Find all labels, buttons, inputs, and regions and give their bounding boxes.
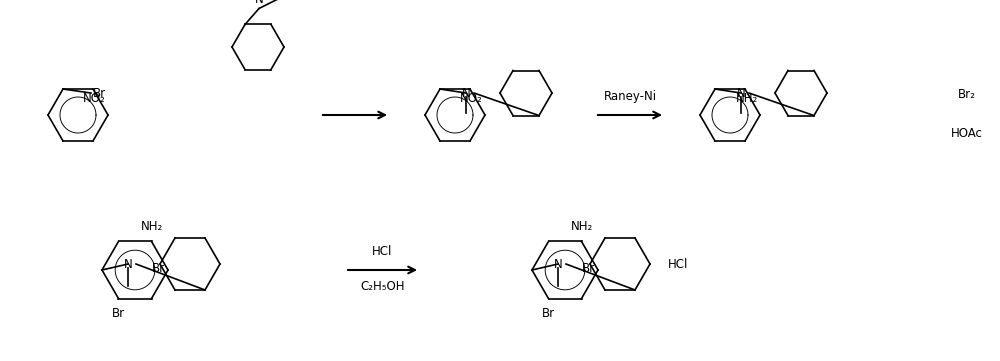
Text: NH₂: NH₂ bbox=[736, 92, 758, 105]
Text: Br: Br bbox=[542, 306, 555, 319]
Text: N: N bbox=[554, 257, 562, 270]
Text: NH₂: NH₂ bbox=[140, 221, 163, 234]
Text: Br₂: Br₂ bbox=[958, 88, 976, 101]
Text: NO₂: NO₂ bbox=[460, 92, 483, 105]
Text: Br: Br bbox=[112, 306, 125, 319]
Text: Br: Br bbox=[582, 261, 595, 274]
Text: N: N bbox=[255, 0, 263, 6]
Text: Br: Br bbox=[93, 87, 106, 100]
Text: Br: Br bbox=[152, 261, 165, 274]
Text: N: N bbox=[462, 87, 470, 100]
Text: N: N bbox=[124, 257, 132, 270]
Text: HOAc: HOAc bbox=[951, 127, 983, 140]
Text: C₂H₅OH: C₂H₅OH bbox=[360, 280, 405, 293]
Text: HCl: HCl bbox=[372, 245, 393, 258]
Text: Raney-Ni: Raney-Ni bbox=[603, 90, 657, 103]
Text: N: N bbox=[737, 87, 745, 100]
Text: NO₂: NO₂ bbox=[83, 92, 106, 105]
Text: HCl: HCl bbox=[668, 257, 688, 270]
Text: NH₂: NH₂ bbox=[570, 221, 593, 234]
